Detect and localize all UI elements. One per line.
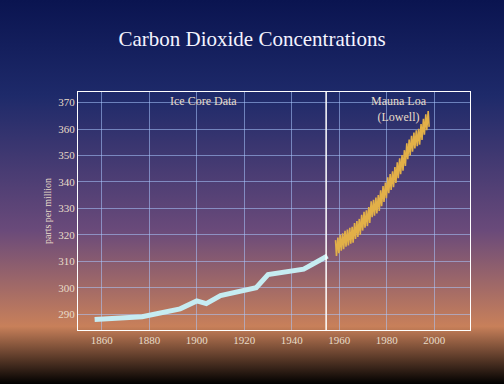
svg-text:310: 310 [58, 255, 75, 267]
svg-text:300: 300 [58, 282, 75, 294]
svg-text:1980: 1980 [376, 334, 399, 346]
svg-text:1960: 1960 [328, 334, 351, 346]
svg-text:1900: 1900 [186, 334, 209, 346]
svg-text:360: 360 [58, 123, 75, 135]
svg-text:parts per million: parts per million [42, 178, 53, 244]
svg-text:1920: 1920 [233, 334, 256, 346]
svg-text:Mauna Loa(Lowell): Mauna Loa(Lowell) [371, 94, 427, 124]
svg-text:2000: 2000 [423, 334, 446, 346]
svg-text:1880: 1880 [138, 334, 161, 346]
svg-text:370: 370 [58, 96, 75, 108]
svg-text:1940: 1940 [281, 334, 304, 346]
svg-text:290: 290 [58, 308, 75, 320]
svg-text:1860: 1860 [91, 334, 114, 346]
svg-text:Ice Core Data: Ice Core Data [170, 94, 237, 108]
svg-text:340: 340 [58, 176, 75, 188]
svg-text:Carbon Dioxide Concentrations: Carbon Dioxide Concentrations [118, 27, 385, 51]
svg-text:320: 320 [58, 229, 75, 241]
svg-text:330: 330 [58, 202, 75, 214]
svg-text:350: 350 [58, 149, 75, 161]
